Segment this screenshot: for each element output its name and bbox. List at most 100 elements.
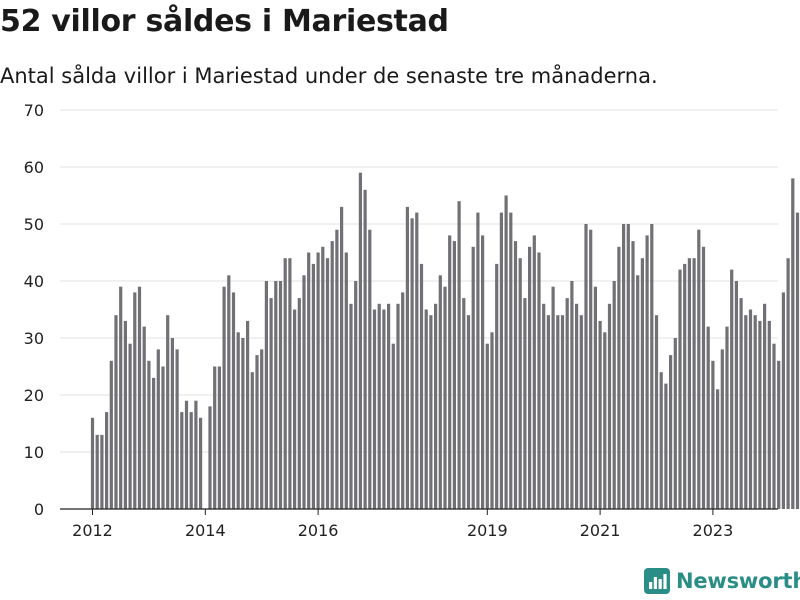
newsworthy-logo-icon — [644, 568, 670, 594]
bar — [645, 235, 649, 509]
bar — [354, 281, 358, 509]
bar — [791, 178, 795, 509]
bar — [166, 315, 170, 509]
bar — [725, 326, 729, 509]
bar — [180, 412, 184, 509]
bar — [617, 246, 621, 510]
bar — [777, 360, 781, 509]
bar — [396, 303, 400, 509]
bar — [170, 338, 174, 509]
bar — [419, 263, 424, 509]
y-tick-label: 10 — [24, 443, 44, 462]
bar — [669, 355, 673, 509]
bar — [161, 366, 165, 509]
bar — [434, 303, 438, 509]
bar — [598, 320, 602, 509]
bar — [683, 263, 687, 509]
bar — [687, 258, 691, 509]
bar — [701, 246, 706, 510]
bar — [523, 298, 527, 509]
bar — [405, 206, 409, 509]
bar — [767, 320, 771, 509]
bar — [231, 292, 236, 509]
bar — [481, 235, 485, 509]
x-tick-label: 2016 — [298, 521, 339, 540]
bar — [476, 212, 480, 509]
bar — [664, 383, 668, 509]
bar — [551, 286, 555, 509]
bar — [673, 338, 677, 509]
bar — [264, 281, 268, 509]
bar — [452, 241, 456, 509]
bar — [241, 338, 245, 509]
bar — [504, 195, 508, 509]
bar — [485, 343, 489, 509]
bar — [763, 303, 767, 509]
bar — [758, 320, 762, 509]
bar — [457, 201, 461, 509]
bar — [734, 281, 738, 509]
page-title: 52 villor såldes i Mariestad — [0, 4, 449, 39]
bar — [401, 292, 405, 509]
bar — [119, 286, 123, 509]
bar — [678, 269, 682, 509]
bar — [213, 366, 217, 509]
bar — [730, 269, 734, 509]
bar — [184, 400, 189, 509]
bar — [565, 298, 569, 509]
bar — [382, 309, 386, 509]
bar — [137, 286, 142, 509]
bar — [297, 298, 301, 509]
y-tick-label: 20 — [24, 386, 44, 405]
bar — [311, 263, 315, 509]
bar — [142, 326, 146, 509]
bar — [546, 315, 550, 509]
bar — [222, 286, 226, 509]
bar — [344, 252, 348, 509]
bar — [443, 286, 447, 509]
bar — [781, 292, 785, 509]
bar — [194, 400, 198, 509]
bar — [250, 372, 254, 509]
bar — [640, 258, 644, 509]
bar — [100, 434, 104, 509]
bar — [603, 332, 607, 509]
bar — [612, 281, 616, 509]
y-tick-label: 30 — [24, 329, 44, 348]
x-tick-label: 2021 — [580, 521, 621, 540]
bar — [325, 258, 330, 509]
bar — [748, 309, 753, 509]
bar — [772, 343, 776, 509]
bar — [607, 303, 612, 509]
bar — [415, 212, 419, 509]
bar — [133, 292, 137, 509]
bar — [575, 303, 579, 509]
bar — [654, 315, 659, 509]
y-tick-label: 60 — [24, 158, 44, 177]
y-tick-label: 50 — [24, 215, 44, 234]
bar — [429, 315, 433, 509]
bar — [372, 309, 377, 509]
bar — [744, 315, 748, 509]
bar — [288, 258, 292, 509]
bar — [622, 224, 626, 509]
y-tick-label: 40 — [24, 272, 44, 291]
bar — [495, 263, 499, 509]
bar — [593, 286, 597, 509]
bar — [753, 315, 757, 509]
bar — [560, 315, 565, 509]
bar — [589, 229, 593, 509]
bar — [227, 275, 231, 509]
bar — [283, 258, 287, 509]
bar — [123, 320, 127, 509]
bar — [692, 258, 696, 509]
bar — [363, 189, 367, 510]
bar — [570, 281, 574, 509]
bar — [246, 320, 250, 509]
bar — [471, 246, 475, 510]
bar — [532, 235, 536, 509]
bar — [368, 229, 372, 509]
bar — [199, 417, 203, 509]
bar — [720, 349, 724, 509]
bar — [631, 241, 635, 509]
